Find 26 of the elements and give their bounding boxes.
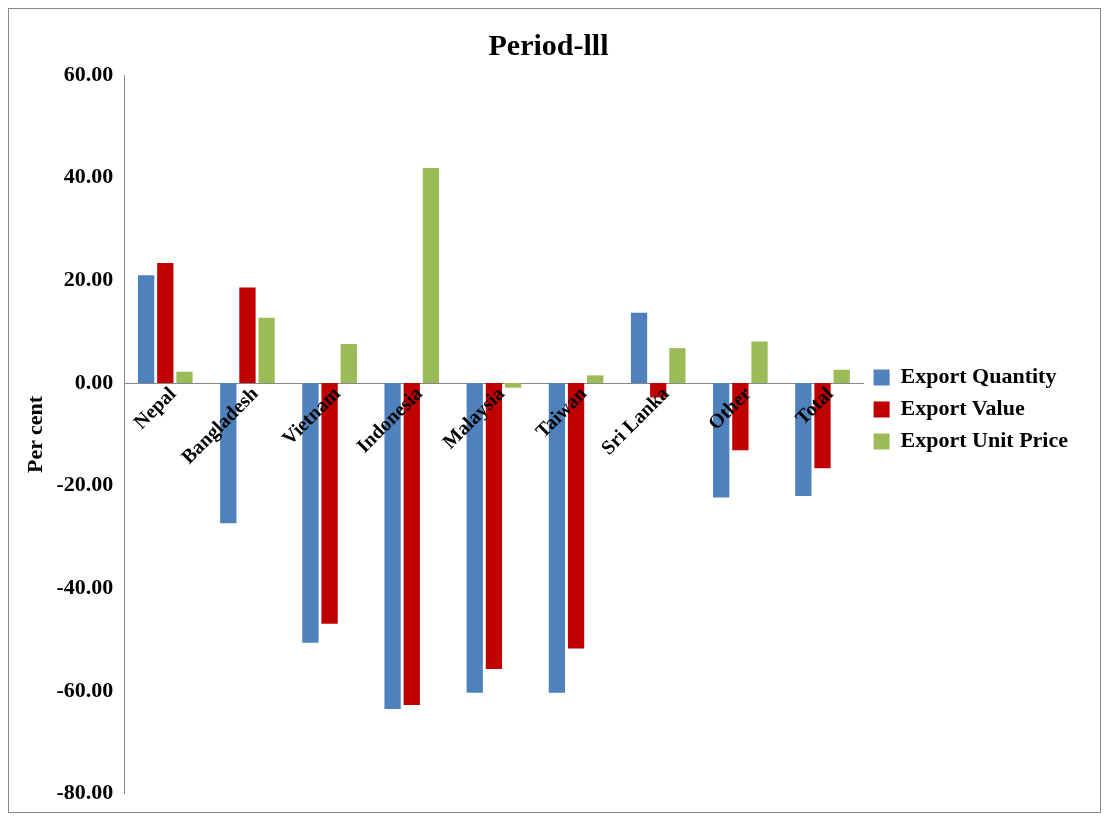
- y-axis-title: Per cent: [21, 395, 47, 473]
- bar: [833, 369, 850, 384]
- bar: [157, 262, 174, 384]
- bar: [669, 348, 686, 384]
- y-tick-label: -80.00: [56, 779, 114, 805]
- legend-label: Export Quantity: [900, 363, 1057, 389]
- bar: [340, 344, 357, 384]
- bar: [258, 317, 275, 384]
- bar: [176, 371, 193, 384]
- legend-label: Export Value: [900, 395, 1025, 421]
- bar: [137, 275, 155, 384]
- legend-label: Export Unit Price: [900, 427, 1069, 453]
- y-tick-label: 40.00: [63, 163, 114, 189]
- y-tick-label: -20.00: [56, 471, 114, 497]
- bar: [630, 312, 648, 384]
- bar: [751, 341, 768, 384]
- y-tick-label: 20.00: [63, 266, 114, 292]
- bar: [422, 167, 440, 384]
- bar: [587, 375, 604, 384]
- y-tick-label: -60.00: [56, 676, 114, 702]
- y-tick-label: 60.00: [63, 60, 114, 86]
- bar: [239, 287, 256, 384]
- bar: [504, 383, 522, 388]
- y-tick-label: 0.00: [74, 368, 114, 394]
- chart-title: Period-lll: [488, 27, 609, 61]
- y-tick-label: -40.00: [56, 574, 114, 600]
